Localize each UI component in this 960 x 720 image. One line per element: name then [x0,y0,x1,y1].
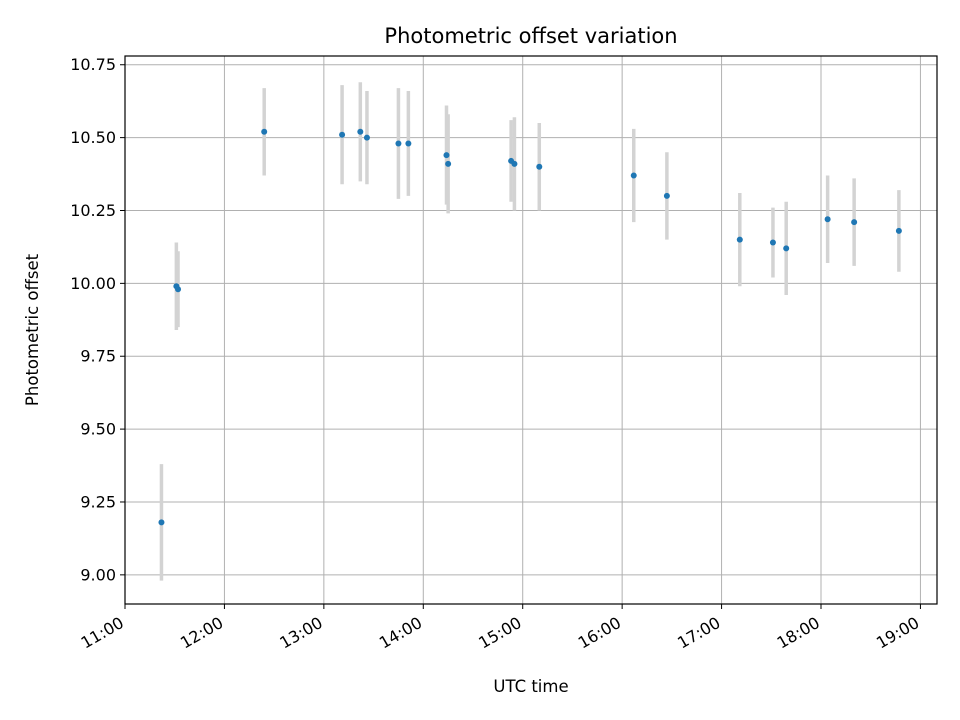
y-tick-label: 10.25 [70,201,116,220]
data-point [357,128,364,135]
data-point [363,134,370,141]
data-point [511,160,518,167]
data-point [443,152,450,159]
data-point [630,172,637,179]
data-point [895,227,902,234]
data-point [536,163,543,170]
data-point [339,131,346,138]
data-points [158,128,902,526]
data-point [405,140,412,147]
y-tick-label: 9.00 [80,565,116,584]
x-axis-label: UTC time [493,677,568,696]
data-point [395,140,402,147]
y-tick-label: 10.75 [70,55,116,74]
y-axis-label: Photometric offset [23,253,42,406]
data-point [663,192,670,199]
data-point [158,519,165,526]
y-tick-label: 10.00 [70,274,116,293]
data-point [824,216,831,223]
y-tick-label: 9.25 [80,492,116,511]
chart-title: Photometric offset variation [384,24,677,48]
data-point [851,219,858,226]
y-tick-label: 9.75 [80,347,116,366]
data-point [769,239,776,246]
data-point [175,286,182,293]
data-point [261,128,268,135]
y-tick-label: 9.50 [80,420,116,439]
data-point [445,160,452,167]
data-point [783,245,790,252]
y-tick-label: 10.50 [70,128,116,147]
grid [124,56,937,604]
y-axis-ticks: 9.00 9.25 9.50 9.75 10.00 10.25 10.50 10.75 [70,55,125,584]
plot-frame [124,55,938,605]
data-point [736,236,743,243]
